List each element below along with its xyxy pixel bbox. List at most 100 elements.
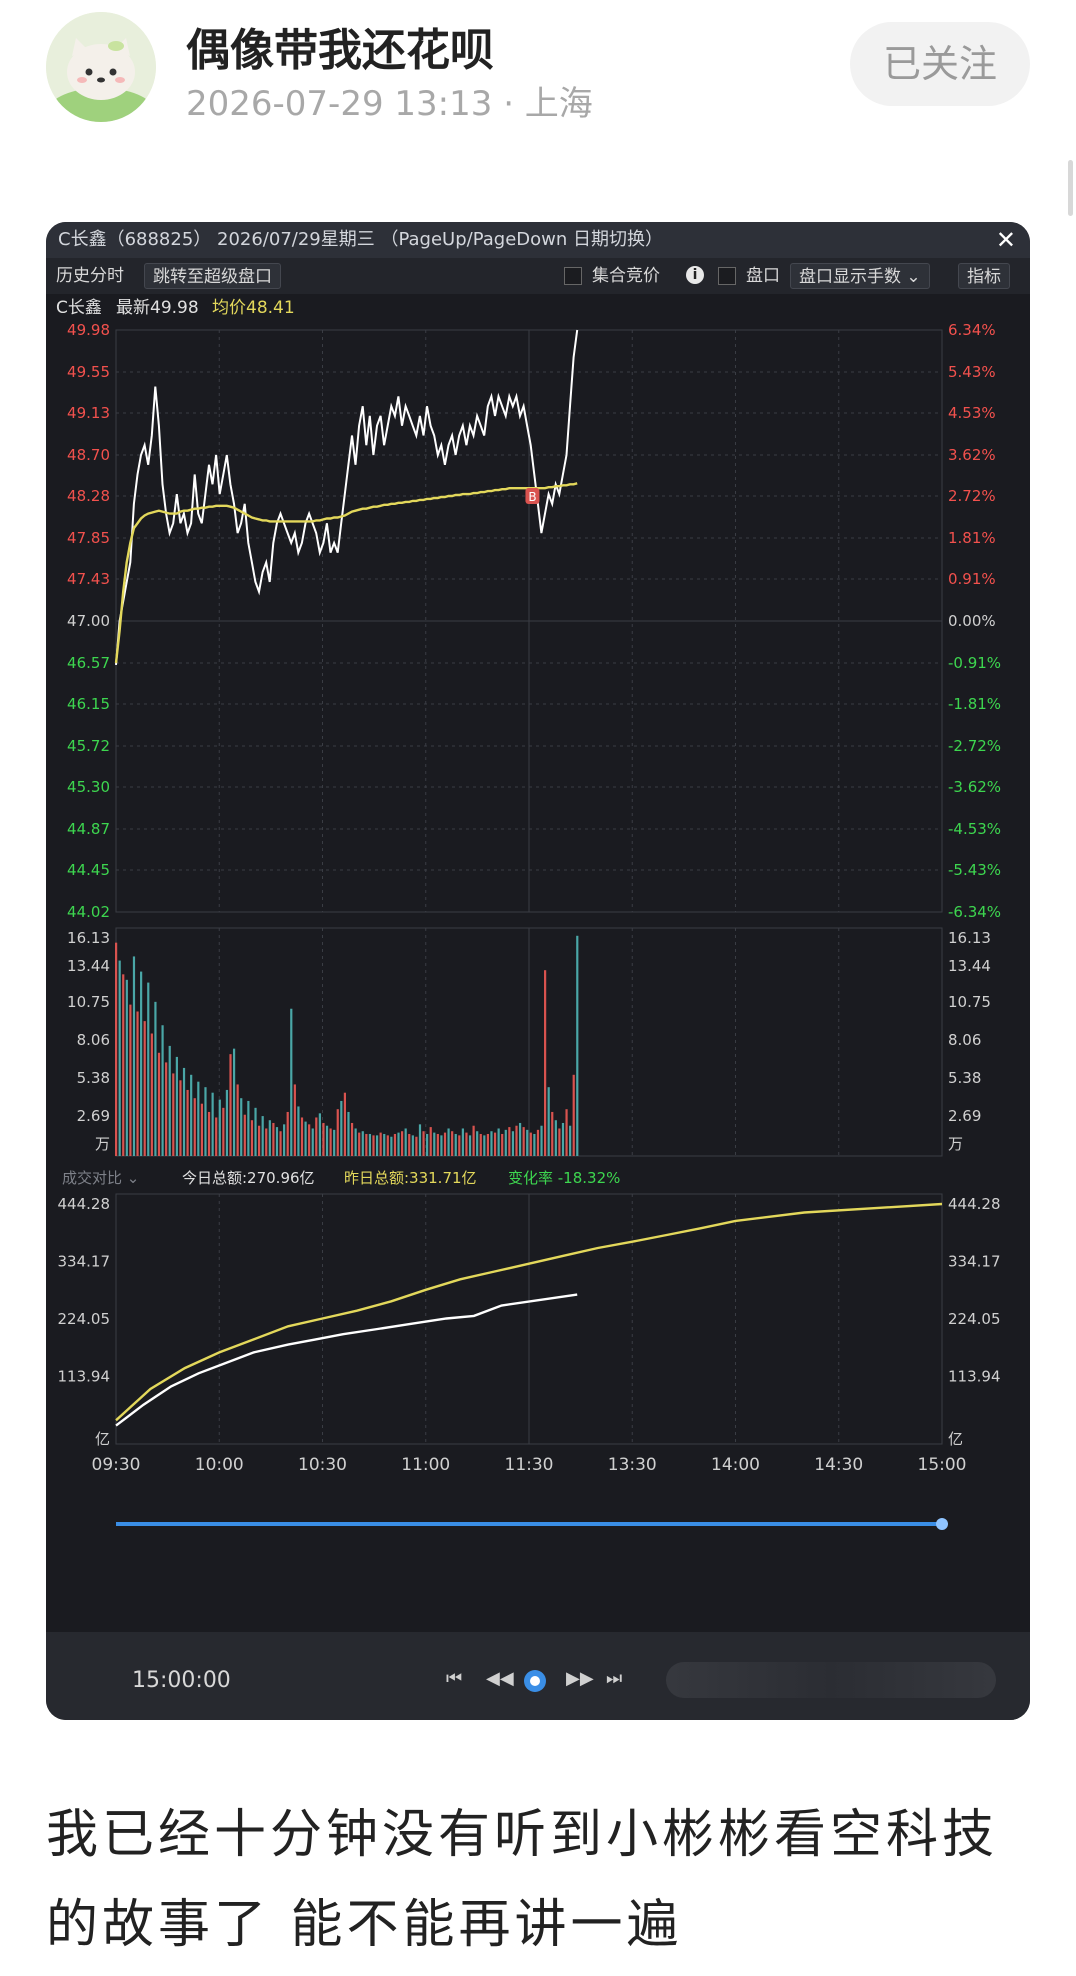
skip-start-icon[interactable]: ⏮ [446,1668,463,1689]
volume-bar [433,1132,436,1156]
volume-bar [418,1124,422,1156]
volume-bar [365,1133,368,1156]
volume-bar [115,942,118,1156]
today-amount: 今日总额:270.96亿 [182,1169,315,1187]
time-axis-label: 13:30 [608,1455,657,1475]
volume-bar [404,1128,407,1156]
volume-bar [504,1129,507,1156]
volume-bar [486,1133,490,1156]
volume-bar [143,1021,146,1156]
volume-bar [254,1107,257,1156]
amount-tick-label: 444.28 [58,1195,111,1213]
volume-bar [472,1125,475,1156]
pct-tick-label: -0.91% [948,654,1001,672]
volume-tick-label: 10.75 [948,993,991,1011]
amount-tick-label: 334.17 [58,1252,111,1270]
time-axis-label: 09:30 [92,1455,141,1475]
volume-bar [229,1054,232,1156]
volume-bar [511,1131,515,1156]
volume-tick-label: 2.69 [948,1107,981,1125]
price-tick-label: 47.43 [67,570,110,588]
pankou-checkbox[interactable] [718,267,736,285]
volume-bar [207,1111,211,1156]
average-price: 均价48.41 [212,298,295,318]
step-forward-icon[interactable]: ▶▶ [566,1668,594,1689]
pct-tick-label: 5.43% [948,363,996,381]
volume-bar [215,1117,218,1156]
volume-bar [308,1124,311,1156]
volume-bar [157,1052,161,1156]
volume-bar [172,1073,175,1156]
volume-bar [440,1135,443,1156]
volume-bar [197,1081,200,1156]
volume-bar [118,960,121,1156]
volume-bar [483,1135,486,1156]
skip-end-icon[interactable]: ⏭ [606,1668,623,1689]
volume-bar [522,1127,525,1156]
volume-bar [375,1135,379,1156]
pct-tick-label: -6.34% [948,903,1001,921]
volume-tick-label: 8.06 [948,1031,981,1049]
volume-bar [465,1132,468,1156]
volume-tick-label: 16.13 [67,929,110,947]
cat-avatar-icon [46,12,156,122]
volume-bar [329,1128,332,1156]
price-tick-label: 44.02 [67,903,110,921]
buy-marker [525,488,540,505]
volume-bar [125,979,128,1156]
volume-bar [476,1131,479,1156]
volume-bar [536,1129,540,1156]
volume-bar [265,1128,268,1156]
avatar[interactable] [46,12,156,122]
volume-bar [411,1135,414,1156]
volume-bar [268,1120,271,1156]
volume-tick-label: 13.44 [948,957,991,975]
volume-bar [558,1128,561,1156]
volume-bar [490,1131,493,1156]
price-line [115,329,579,665]
volume-bar [129,1004,132,1156]
pct-tick-label: 4.53% [948,404,996,422]
volume-bar [290,1008,293,1156]
change-rate: 变化率 -18.32% [508,1169,620,1187]
volume-bar [279,1131,282,1156]
history-button[interactable]: 历史分时 [56,266,124,286]
volume-bar [236,1084,239,1156]
intraday-chart[interactable]: 49.98 6.34% 49.55 5.43% 49.13 4.53% 48.70 3.62%… [46,322,1030,1632]
volume-bar [154,1001,157,1156]
username[interactable]: 偶像带我还花呗 [186,25,494,76]
volume-bar [272,1122,275,1156]
volume-bar [547,1087,550,1156]
watermark-blur [666,1662,996,1698]
price-tick-label: 44.87 [67,820,110,838]
window-title: C长鑫（688825） 2026/07/29星期三 （PageUp/PageDo… [58,229,664,250]
caption-line-1: 我已经十分钟没有听到小彬彬看空科技 [46,1805,999,1865]
volume-bar [336,1109,339,1156]
time-axis-label: 14:00 [711,1455,760,1475]
stock-name: C长鑫 [56,298,102,318]
jump-button[interactable]: 跳转至超级盘口 [144,263,281,289]
auction-checkbox[interactable] [564,267,582,285]
info-icon[interactable]: i [686,266,704,284]
progress-handle [936,1518,948,1530]
pankou-label: 盘口 [746,266,780,286]
playback-time: 15:00:00 [132,1668,231,1693]
play-icon[interactable] [524,1670,546,1692]
volume-bar [515,1125,518,1156]
volume-bar [222,1107,225,1156]
price-tick-label: 45.30 [67,778,110,796]
volume-bar [297,1106,300,1156]
compare-dropdown: 成交对比 ⌄ [62,1169,139,1187]
close-icon[interactable]: ✕ [995,226,1016,254]
yesterday-amount-line [115,1202,943,1422]
volume-bar [551,1111,554,1156]
pct-tick-label: 0.00% [948,612,996,630]
volume-bar [186,1089,189,1156]
stock-panel: C长鑫（688825） 2026/07/29星期三 （PageUp/PageDo… [46,222,1030,1720]
volume-bar [232,1048,236,1156]
volume-bar [361,1131,364,1156]
pankou-display-dropdown[interactable]: 盘口显示手数 ⌄ [790,263,930,289]
follow-button[interactable]: 已关注 [850,22,1030,106]
indicator-button[interactable]: 指标 [958,263,1010,289]
step-back-icon[interactable]: ◀◀ [486,1668,514,1689]
